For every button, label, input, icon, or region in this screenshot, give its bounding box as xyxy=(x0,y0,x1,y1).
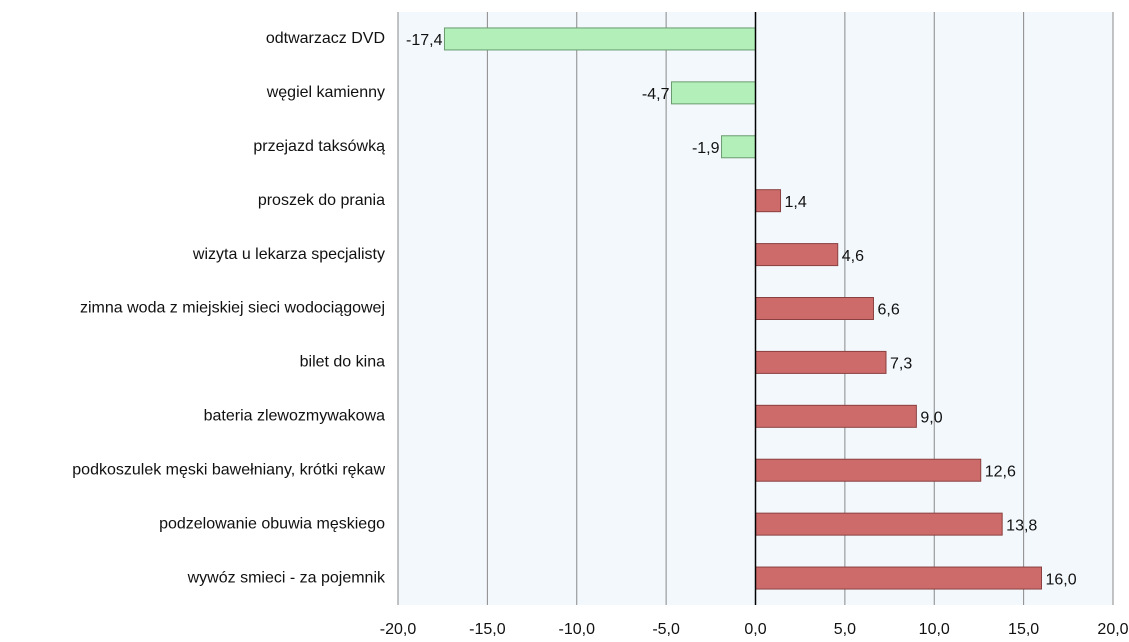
x-tick-label: -10,0 xyxy=(559,621,596,638)
bar xyxy=(755,189,782,213)
value-label: 1,4 xyxy=(785,194,807,211)
bar xyxy=(721,135,756,159)
y-tick-label: bilet do kina xyxy=(300,354,385,371)
value-label: -17,4 xyxy=(406,32,443,49)
y-tick-label: proszek do prania xyxy=(258,192,385,209)
y-tick-label: bateria zlewozmywakowa xyxy=(204,408,386,425)
y-tick-label: podkoszulek męski bawełniany, krótki ręk… xyxy=(72,461,385,478)
x-tick-label: -5,0 xyxy=(652,621,680,638)
bar xyxy=(755,404,917,428)
y-tick-label: wizyta u lekarza specjalisty xyxy=(192,246,385,263)
y-tick-label: odtwarzacz DVD xyxy=(266,30,385,47)
bar xyxy=(755,297,874,320)
x-tick-label: 0,0 xyxy=(744,621,766,638)
value-label: -4,7 xyxy=(642,86,670,103)
x-tick-label: 20,0 xyxy=(1097,621,1128,638)
value-label: 4,6 xyxy=(842,248,864,265)
bar xyxy=(755,243,839,267)
bar xyxy=(755,458,982,482)
value-label: 6,6 xyxy=(877,302,899,319)
value-label: 12,6 xyxy=(985,463,1016,480)
x-tick-label: -20,0 xyxy=(380,621,417,638)
y-tick-label: zimna woda z miejskiej sieci wodociągowe… xyxy=(80,300,385,317)
value-label: 16,0 xyxy=(1046,571,1077,588)
value-label: -1,9 xyxy=(692,140,720,157)
x-tick-label: -15,0 xyxy=(469,621,506,638)
value-label: 7,3 xyxy=(890,356,912,373)
x-tick-label: 10,0 xyxy=(919,621,950,638)
bar xyxy=(755,512,1003,536)
value-label: 13,8 xyxy=(1006,517,1037,534)
bar xyxy=(443,27,756,51)
x-tick-label: 5,0 xyxy=(834,621,856,638)
value-label: 9,0 xyxy=(920,410,942,427)
bar xyxy=(670,81,756,105)
bar xyxy=(755,566,1042,590)
y-tick-label: przejazd taksówką xyxy=(253,138,385,155)
y-tick-label: węgiel kamienny xyxy=(266,84,385,101)
x-tick-label: 15,0 xyxy=(1008,621,1039,638)
bar xyxy=(755,350,887,374)
y-tick-label: podzelowanie obuwia męskiego xyxy=(159,515,385,532)
y-tick-label: wywóz smieci - za pojemnik xyxy=(187,569,386,586)
